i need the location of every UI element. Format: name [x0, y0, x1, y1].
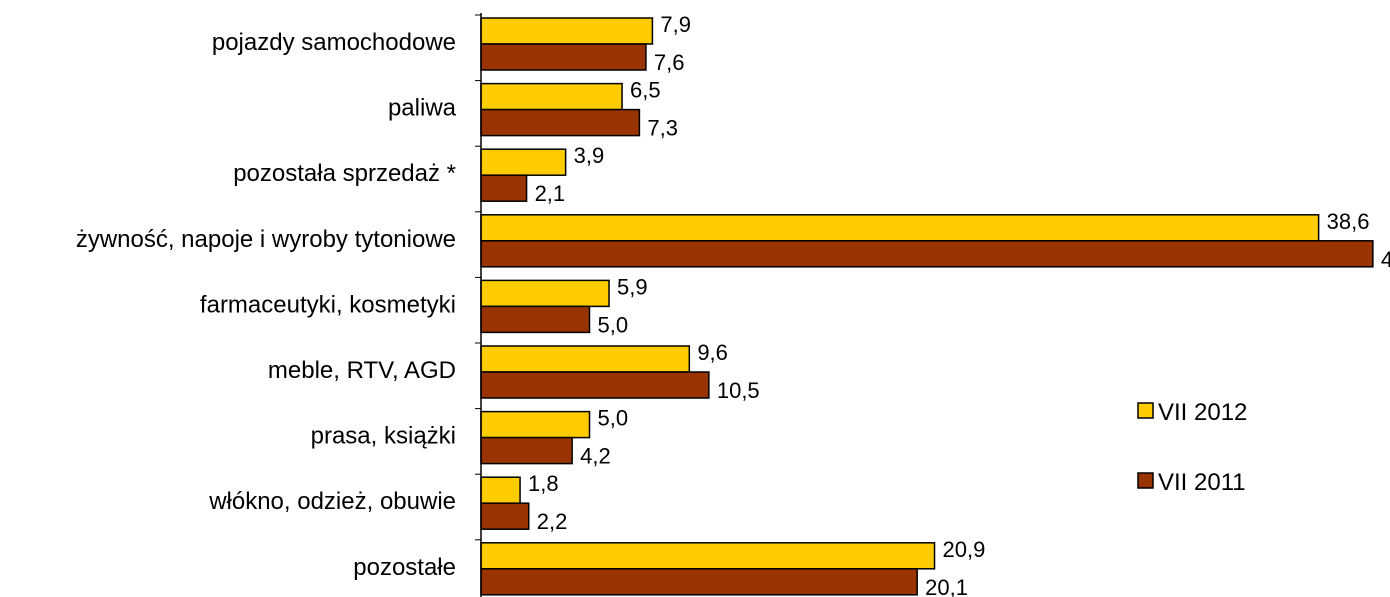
data-label: 2,2 — [537, 509, 568, 534]
data-label: 7,3 — [647, 116, 678, 141]
data-label: 7,6 — [654, 50, 685, 75]
legend-swatch — [1137, 472, 1154, 489]
data-label: 3,9 — [574, 143, 605, 168]
bar-vii-2012 — [480, 345, 691, 373]
bar-vii-2012 — [480, 476, 521, 504]
data-label: 41,1 — [1381, 247, 1390, 272]
data-label: 5,0 — [598, 406, 629, 431]
category-label: pozostałe — [353, 554, 456, 581]
legend: VII 2012 VII 2011 — [1137, 399, 1247, 496]
category-label: pozostała sprzedaż * — [233, 160, 456, 187]
data-label: 20,9 — [943, 537, 986, 562]
data-label: 7,9 — [660, 12, 691, 37]
data-label: 6,5 — [630, 78, 661, 103]
bars-layer — [480, 17, 1374, 596]
legend-swatch — [1137, 402, 1154, 419]
data-label: 9,6 — [697, 340, 728, 365]
category-label: paliwa — [388, 95, 457, 122]
category-label: prasa, książki — [311, 423, 456, 450]
bar-vii-2011 — [480, 371, 710, 399]
bar-vii-2011 — [480, 240, 1374, 268]
data-label: 5,0 — [598, 312, 629, 337]
bar-vii-2012 — [480, 542, 936, 570]
legend-label: VII 2011 — [1158, 469, 1246, 496]
bar-vii-2012 — [480, 82, 623, 111]
category-label: farmaceutyki, kosmetyki — [200, 291, 456, 318]
data-label: 10,5 — [717, 378, 760, 403]
legend-label: VII 2012 — [1158, 399, 1247, 426]
bar-vii-2011 — [480, 174, 528, 202]
bar-vii-2012 — [480, 279, 610, 308]
bar-vii-2011 — [480, 108, 641, 137]
bar-vii-2011 — [480, 568, 918, 596]
bar-vii-2011 — [480, 43, 647, 71]
bar-vii-2012 — [480, 17, 654, 45]
category-label: żywność, napoje i wyroby tytoniowe — [76, 226, 456, 253]
bar-vii-2012 — [480, 214, 1320, 242]
bar-vii-2011 — [480, 502, 530, 530]
category-label: włókno, odzież, obuwie — [208, 488, 456, 515]
bar-vii-2011 — [480, 436, 573, 465]
category-label: meble, RTV, AGD — [268, 357, 456, 384]
data-label: 5,9 — [617, 274, 648, 299]
labels-layer: pojazdy samochodowe 7,9 7,6 paliwa 6,5 7,3 poz… — [76, 12, 1390, 597]
category-label: pojazdy samochodowe — [212, 29, 456, 56]
data-label: 2,1 — [535, 181, 566, 206]
data-label: 1,8 — [528, 471, 559, 496]
data-label: 20,1 — [925, 575, 968, 597]
data-label: 4,2 — [580, 444, 611, 469]
bar-vii-2011 — [480, 305, 591, 334]
bar-vii-2012 — [480, 148, 567, 176]
bar-vii-2012 — [480, 410, 591, 439]
data-label: 38,6 — [1327, 209, 1370, 234]
